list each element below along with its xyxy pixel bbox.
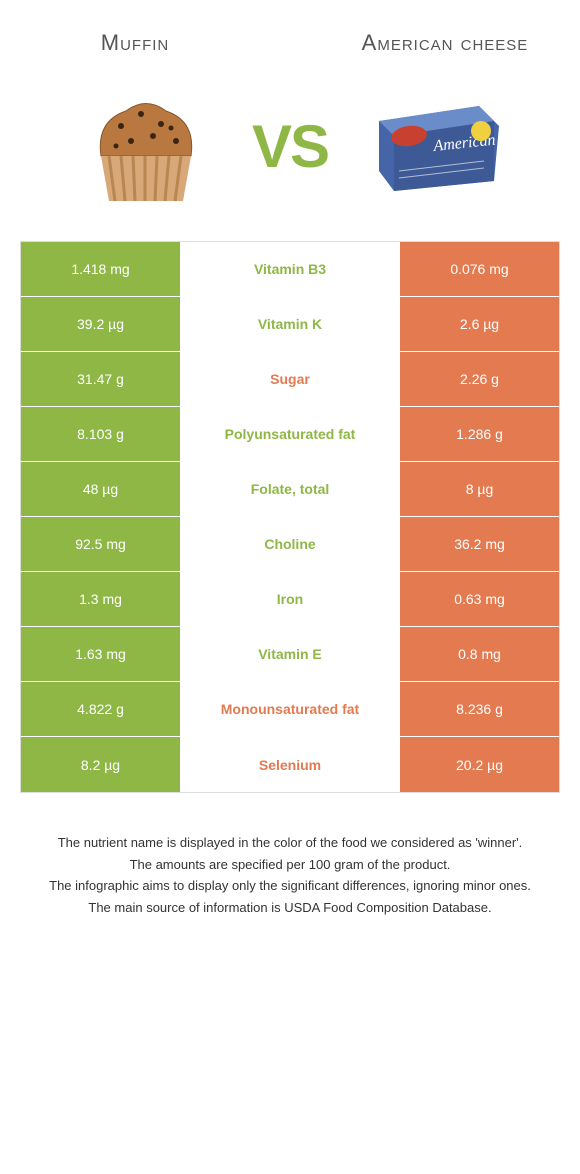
footer-line-2: The amounts are specified per 100 gram o… — [30, 855, 550, 875]
left-value-cell: 8.103 g — [21, 407, 180, 461]
nutrient-name-cell: Choline — [180, 517, 400, 571]
left-value-cell: 1.3 mg — [21, 572, 180, 626]
left-food-title: Muffin — [20, 30, 250, 56]
muffin-image — [40, 81, 252, 211]
nutrient-name-cell: Vitamin B3 — [180, 242, 400, 296]
nutrient-name-cell: Polyunsaturated fat — [180, 407, 400, 461]
table-row: 1.418 mgVitamin B30.076 mg — [21, 242, 559, 297]
footer-line-4: The main source of information is USDA F… — [30, 898, 550, 918]
nutrient-table: 1.418 mgVitamin B30.076 mg39.2 µgVitamin… — [20, 241, 560, 793]
table-row: 31.47 gSugar2.26 g — [21, 352, 559, 407]
left-value-cell: 4.822 g — [21, 682, 180, 736]
table-row: 4.822 gMonounsaturated fat8.236 g — [21, 682, 559, 737]
footer-line-3: The infographic aims to display only the… — [30, 876, 550, 896]
left-value-cell: 31.47 g — [21, 352, 180, 406]
nutrient-name-cell: Monounsaturated fat — [180, 682, 400, 736]
nutrient-name-cell: Sugar — [180, 352, 400, 406]
right-food-title: American cheese — [330, 30, 560, 56]
right-value-cell: 2.26 g — [400, 352, 559, 406]
table-row: 1.63 mgVitamin E0.8 mg — [21, 627, 559, 682]
right-value-cell: 1.286 g — [400, 407, 559, 461]
left-value-cell: 1.63 mg — [21, 627, 180, 681]
table-row: 8.103 gPolyunsaturated fat1.286 g — [21, 407, 559, 462]
images-row: VS American — [20, 81, 560, 211]
right-value-cell: 2.6 µg — [400, 297, 559, 351]
right-value-cell: 20.2 µg — [400, 737, 559, 792]
right-value-cell: 0.8 mg — [400, 627, 559, 681]
left-value-cell: 8.2 µg — [21, 737, 180, 792]
right-value-cell: 8.236 g — [400, 682, 559, 736]
nutrient-name-cell: Iron — [180, 572, 400, 626]
left-value-cell: 39.2 µg — [21, 297, 180, 351]
cheese-package-icon: American — [359, 91, 509, 201]
table-row: 1.3 mgIron0.63 mg — [21, 572, 559, 627]
cheese-image: American — [328, 81, 540, 211]
right-value-cell: 8 µg — [400, 462, 559, 516]
nutrient-name-cell: Vitamin E — [180, 627, 400, 681]
table-row: 8.2 µgSelenium20.2 µg — [21, 737, 559, 792]
left-value-cell: 1.418 mg — [21, 242, 180, 296]
right-value-cell: 0.63 mg — [400, 572, 559, 626]
nutrient-name-cell: Folate, total — [180, 462, 400, 516]
header-row: Muffin American cheese — [20, 30, 560, 56]
table-row: 92.5 mgCholine36.2 mg — [21, 517, 559, 572]
table-row: 39.2 µgVitamin K2.6 µg — [21, 297, 559, 352]
right-value-cell: 36.2 mg — [400, 517, 559, 571]
right-value-cell: 0.076 mg — [400, 242, 559, 296]
muffin-icon — [81, 86, 211, 206]
nutrient-name-cell: Selenium — [180, 737, 400, 792]
nutrient-name-cell: Vitamin K — [180, 297, 400, 351]
left-value-cell: 48 µg — [21, 462, 180, 516]
vs-label: VS — [252, 112, 328, 181]
footer-line-1: The nutrient name is displayed in the co… — [30, 833, 550, 853]
left-value-cell: 92.5 mg — [21, 517, 180, 571]
table-row: 48 µgFolate, total8 µg — [21, 462, 559, 517]
footer-notes: The nutrient name is displayed in the co… — [20, 833, 560, 917]
